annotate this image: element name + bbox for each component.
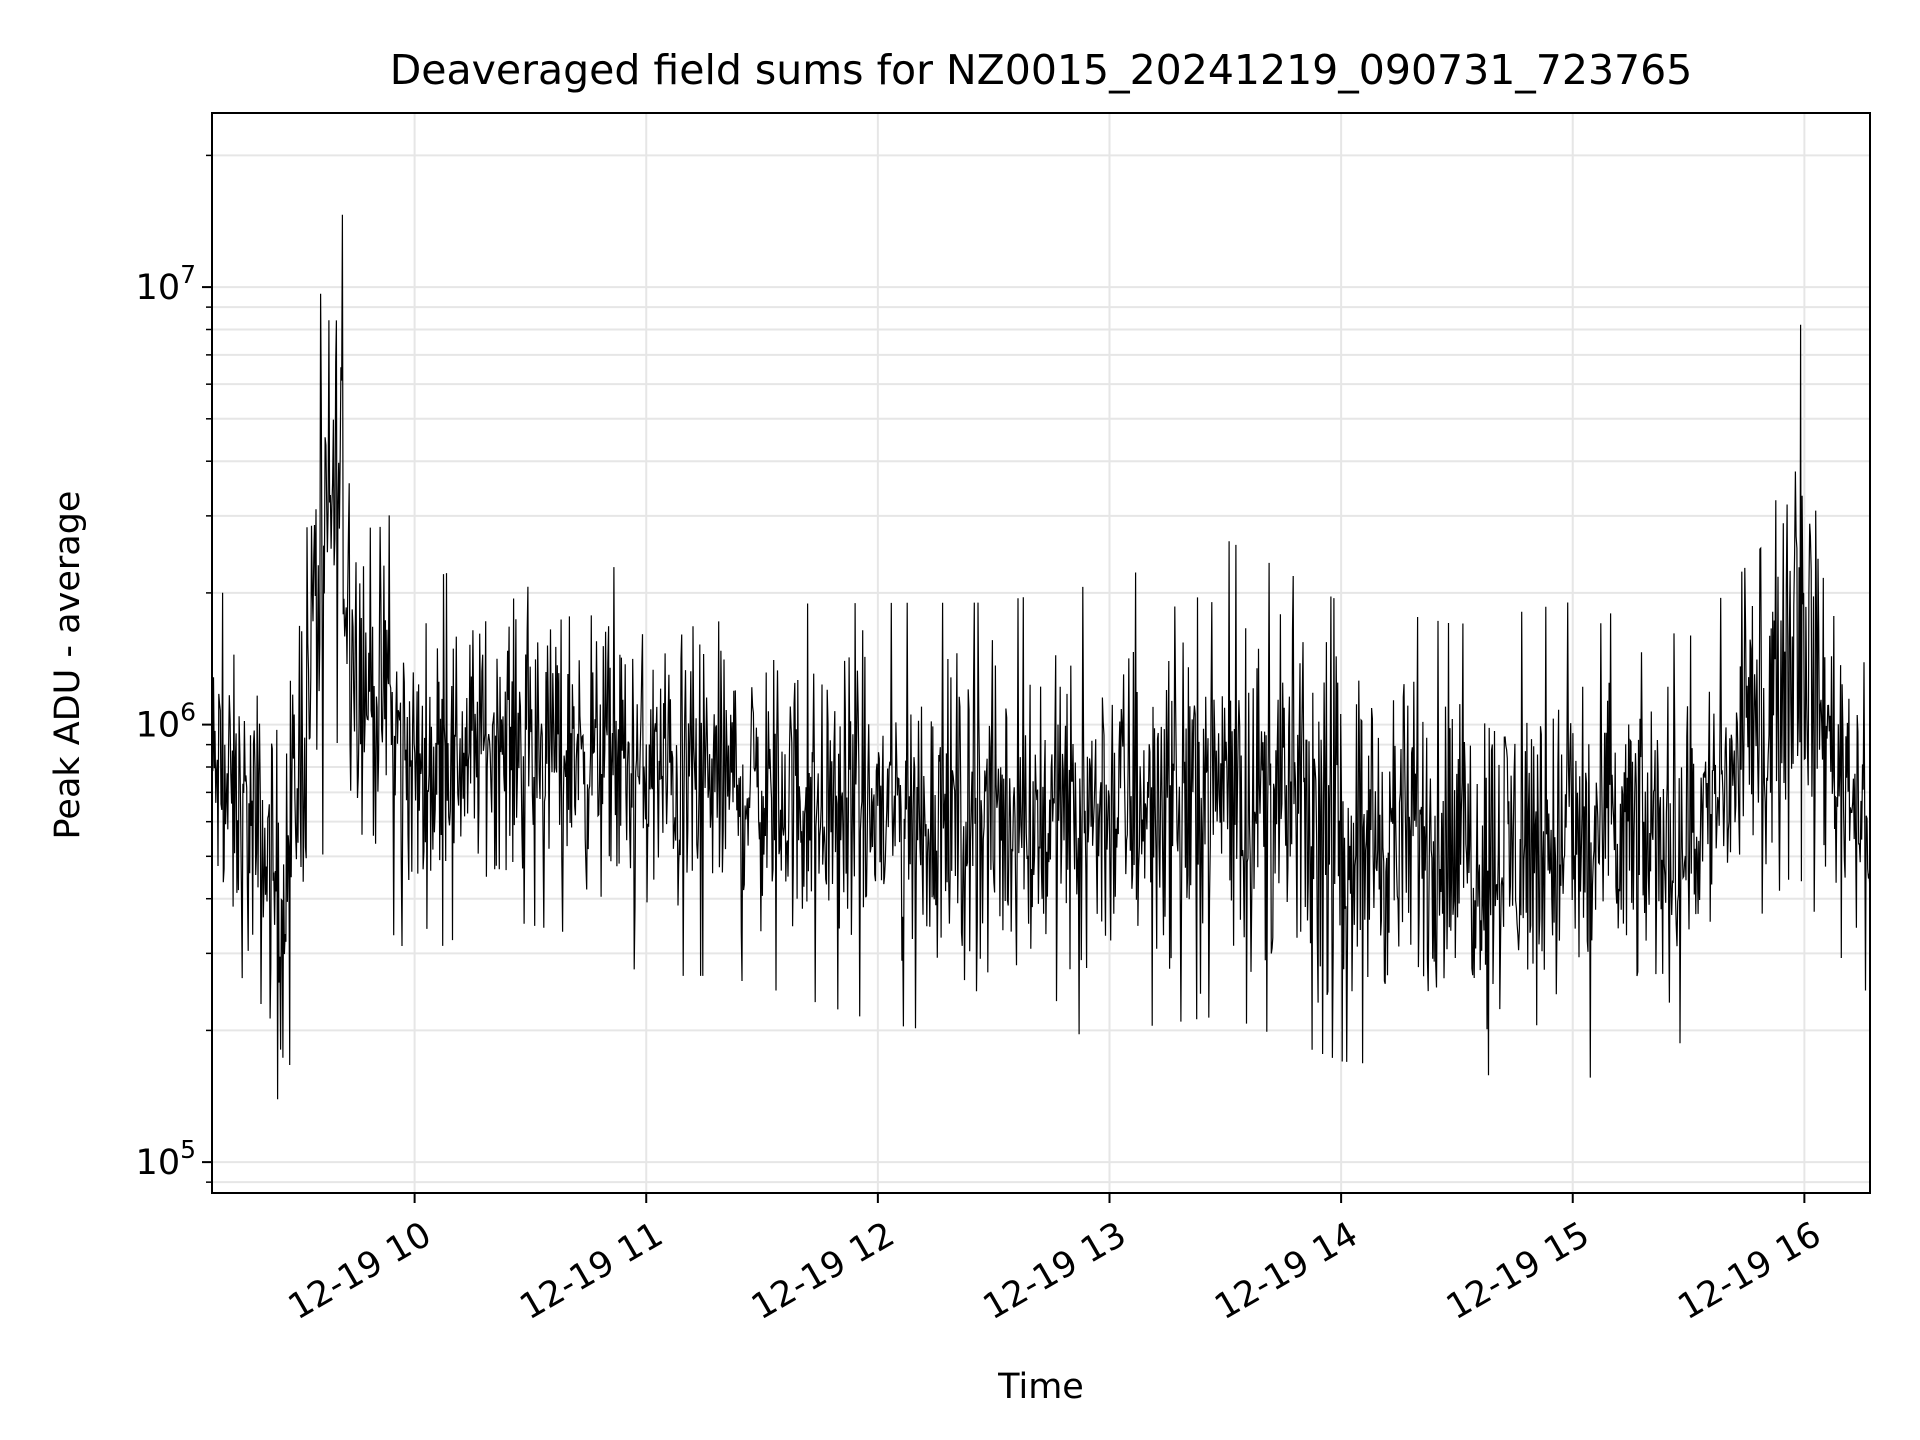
y-axis-label: Peak ADU - average — [48, 491, 88, 840]
grid — [212, 113, 1870, 1193]
x-tick-label: 12-19 16 — [1672, 1215, 1828, 1328]
y-tick-label: 105 — [136, 1135, 196, 1183]
x-axis-label: Time — [997, 1367, 1084, 1407]
x-tick-label: 12-19 10 — [282, 1215, 438, 1328]
chart-title: Deaveraged field sums for NZ0015_2024121… — [390, 46, 1693, 94]
x-tick-label: 12-19 13 — [977, 1215, 1133, 1328]
y-tick-label: 107 — [136, 260, 196, 308]
y-axis: 105 106 107 — [136, 154, 212, 1183]
x-tick-label: 12-19 11 — [513, 1215, 669, 1328]
series-line — [211, 214, 1871, 1100]
x-tick-label: 12-19 12 — [745, 1215, 901, 1328]
data-line — [211, 214, 1871, 1100]
x-axis: 12-19 10 12-19 11 12-19 12 12-19 13 12-19 14… — [282, 1193, 1828, 1328]
x-tick-label: 12-19 15 — [1440, 1215, 1596, 1328]
y-tick-label: 106 — [136, 698, 196, 746]
x-tick-label: 12-19 14 — [1208, 1215, 1364, 1328]
plot-frame — [211, 112, 1871, 1194]
